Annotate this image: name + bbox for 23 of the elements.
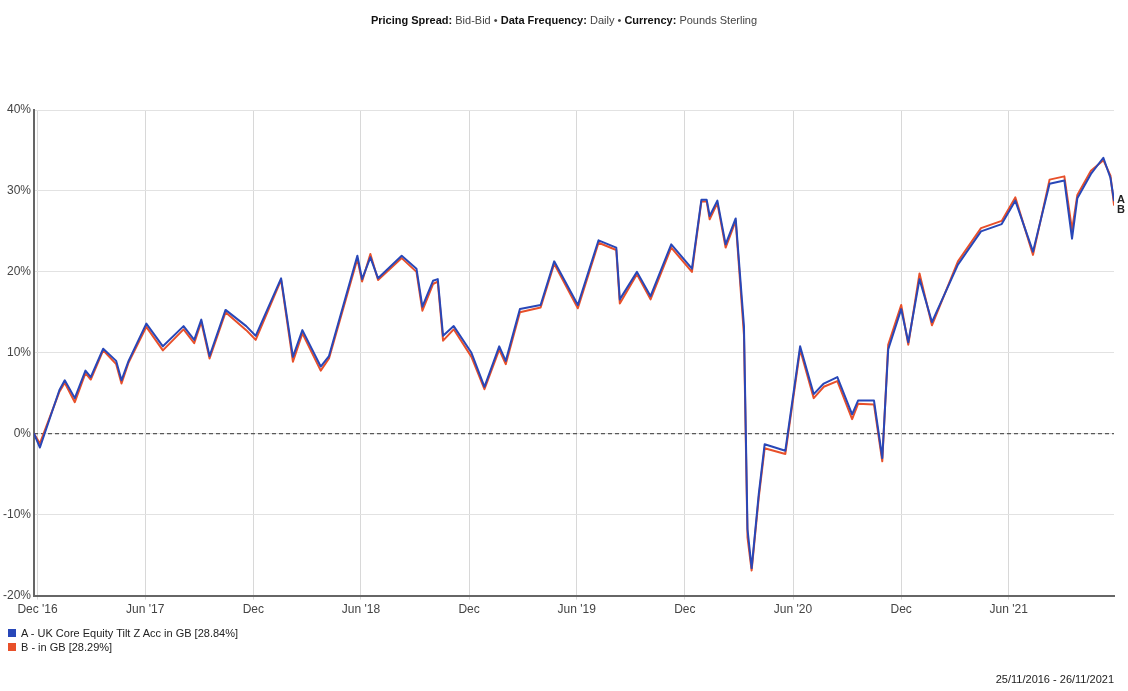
y-tick-label: 30% bbox=[6, 183, 32, 198]
x-tick-label: Dec bbox=[242, 602, 264, 617]
x-tick-label: Jun '17 bbox=[125, 602, 165, 617]
x-tick-label: Dec bbox=[458, 602, 480, 617]
x-tick-label: Jun '21 bbox=[989, 602, 1029, 617]
y-tick-label: -10% bbox=[3, 506, 32, 521]
y-tick-label: 40% bbox=[6, 102, 32, 117]
y-tick-label: 10% bbox=[6, 345, 32, 360]
x-tick-label: Jun '19 bbox=[557, 602, 597, 617]
x-tick-label: Jun '20 bbox=[773, 602, 813, 617]
legend-label: B - in GB [28.29%] bbox=[21, 641, 113, 653]
y-tick-label: -20% bbox=[3, 587, 32, 602]
y-tick-label: 20% bbox=[6, 264, 32, 279]
y-tick-label: 0% bbox=[13, 426, 32, 441]
annotation: A bbox=[1117, 193, 1125, 206]
x-tick-label: Dec bbox=[890, 602, 912, 617]
x-tick-label: Dec bbox=[674, 602, 696, 617]
annotation: B bbox=[1117, 203, 1125, 216]
x-tick-label: Dec '16 bbox=[17, 602, 59, 617]
legend-label: A - UK Core Equity Tilt Z Acc in GB [28.84%] bbox=[21, 627, 239, 639]
x-tick-label: Jun '18 bbox=[341, 602, 381, 617]
chart-subtitle: Pricing Spread: Bid-Bid • Data Frequency: Daily • Currency: Pounds Sterling bbox=[369, 14, 759, 26]
text: 25/11/2016 - 26/11/2021 bbox=[995, 673, 1114, 685]
